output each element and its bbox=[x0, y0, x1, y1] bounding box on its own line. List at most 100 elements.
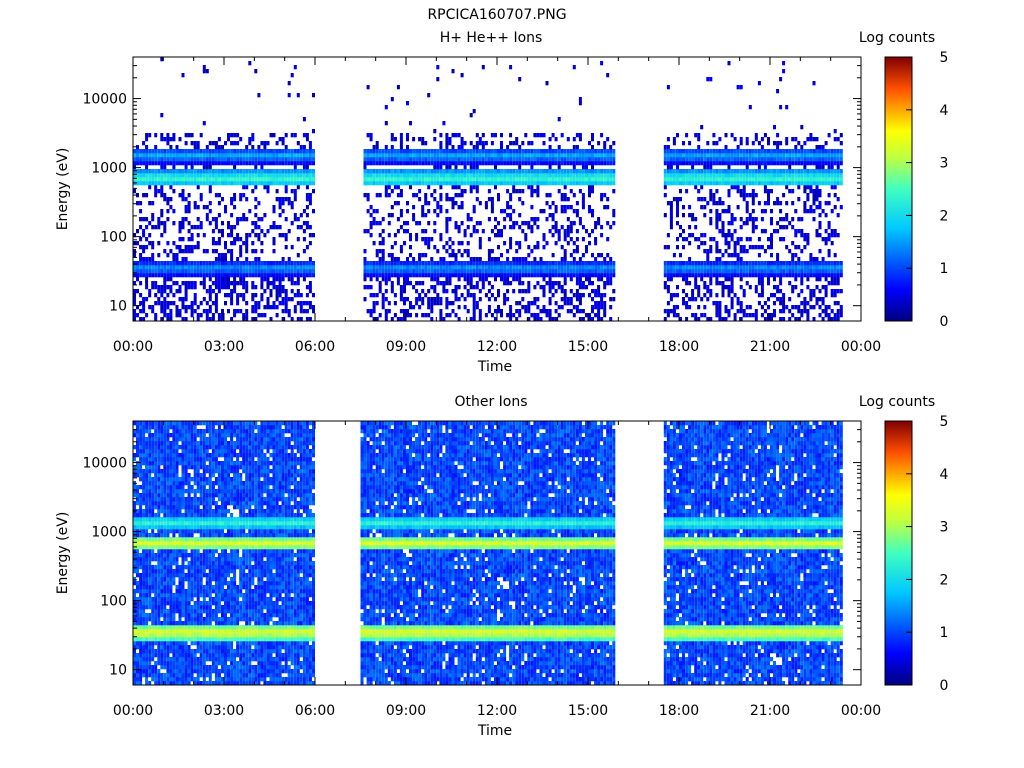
data-cell bbox=[375, 253, 379, 258]
data-cell bbox=[672, 253, 676, 258]
data-cell bbox=[797, 273, 801, 278]
data-cell bbox=[736, 253, 740, 258]
data-cell bbox=[676, 181, 679, 186]
data-cell bbox=[266, 169, 270, 174]
data-cell bbox=[685, 301, 689, 306]
data-cell bbox=[518, 145, 522, 150]
data-cell bbox=[487, 237, 491, 242]
data-cell bbox=[818, 181, 822, 186]
data-cell bbox=[415, 289, 419, 294]
data-cell bbox=[239, 173, 243, 178]
data-cell bbox=[524, 237, 528, 242]
data-cell bbox=[515, 261, 519, 266]
data-cell bbox=[685, 261, 689, 266]
data-cell bbox=[718, 229, 722, 234]
data-cell bbox=[463, 261, 467, 266]
data-cell bbox=[569, 277, 573, 282]
data-cell bbox=[518, 165, 522, 170]
data-cell bbox=[236, 157, 240, 162]
data-cell bbox=[609, 281, 613, 286]
data-cell bbox=[815, 145, 819, 150]
data-cell bbox=[208, 297, 212, 302]
data-cell bbox=[490, 313, 494, 318]
data-cell bbox=[163, 157, 167, 162]
data-cell bbox=[757, 293, 761, 298]
data-cell bbox=[518, 213, 522, 218]
data-cell bbox=[578, 217, 582, 222]
data-cell bbox=[836, 301, 840, 306]
data-cell bbox=[472, 273, 476, 278]
data-cell bbox=[727, 193, 731, 198]
data-cell bbox=[214, 217, 218, 222]
data-cell bbox=[730, 265, 734, 270]
data-cell bbox=[442, 157, 446, 162]
data-cell bbox=[190, 281, 194, 286]
data-cell bbox=[221, 145, 224, 150]
data-cell bbox=[672, 273, 676, 278]
data-cell bbox=[230, 249, 234, 254]
data-cell bbox=[745, 181, 749, 186]
data-cell bbox=[739, 265, 743, 270]
data-cell bbox=[160, 273, 164, 278]
data-cell bbox=[785, 137, 789, 142]
data-cell bbox=[287, 169, 291, 174]
data-cell bbox=[233, 261, 237, 266]
data-cell bbox=[788, 273, 792, 278]
data-cell bbox=[369, 273, 373, 278]
data-cell bbox=[533, 173, 537, 178]
data-cell bbox=[736, 261, 740, 266]
data-cell bbox=[569, 149, 573, 154]
data-cell bbox=[266, 265, 270, 270]
data-cell bbox=[254, 301, 258, 306]
data-cell bbox=[751, 273, 755, 278]
data-cell bbox=[833, 301, 837, 306]
data-cell bbox=[521, 173, 525, 178]
data-cell bbox=[384, 269, 388, 274]
data-cell bbox=[287, 157, 291, 162]
data-cell bbox=[281, 269, 285, 274]
data-cell bbox=[836, 289, 840, 294]
data-cell bbox=[585, 181, 588, 186]
data-cell bbox=[278, 269, 282, 274]
data-cell bbox=[839, 169, 843, 174]
data-cell bbox=[572, 177, 576, 182]
data-cell bbox=[472, 181, 476, 186]
data-cell bbox=[308, 289, 312, 294]
data-cell bbox=[239, 245, 243, 250]
data-cell bbox=[175, 253, 179, 258]
data-cell bbox=[578, 257, 582, 262]
data-cell bbox=[606, 197, 610, 202]
data-cell bbox=[287, 93, 291, 98]
data-cell bbox=[415, 269, 419, 274]
data-cell bbox=[709, 189, 713, 194]
data-cell bbox=[706, 285, 710, 290]
data-cell bbox=[424, 253, 428, 258]
data-cell bbox=[293, 133, 297, 138]
data-cell bbox=[609, 173, 613, 178]
data-cell bbox=[821, 149, 825, 154]
data-cell bbox=[730, 289, 734, 294]
data-cell bbox=[500, 261, 503, 266]
data-cell bbox=[372, 173, 376, 178]
data-cell bbox=[224, 285, 227, 290]
data-cell bbox=[712, 197, 716, 202]
data-cell bbox=[399, 261, 403, 266]
data-cell bbox=[770, 217, 773, 222]
data-cell bbox=[712, 149, 716, 154]
data-cell bbox=[242, 213, 246, 218]
data-cell bbox=[433, 285, 437, 290]
data-cell bbox=[418, 173, 422, 178]
data-cell bbox=[588, 273, 591, 278]
data-cell bbox=[211, 241, 215, 246]
data-cell bbox=[136, 229, 139, 234]
data-cell bbox=[196, 169, 200, 174]
data-cell bbox=[663, 149, 667, 154]
data-cell bbox=[308, 265, 312, 270]
data-cell bbox=[230, 213, 234, 218]
data-cell bbox=[779, 301, 783, 306]
data-cell bbox=[406, 101, 409, 106]
data-cell bbox=[748, 213, 752, 218]
data-cell bbox=[308, 257, 312, 262]
data-cell bbox=[524, 289, 528, 294]
data-cell bbox=[384, 121, 388, 126]
